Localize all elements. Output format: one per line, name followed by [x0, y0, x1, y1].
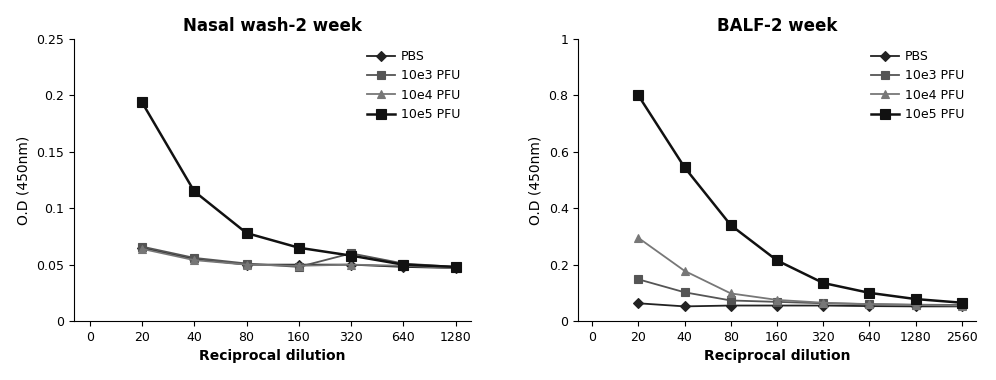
X-axis label: Reciprocal dilution: Reciprocal dilution: [199, 349, 346, 363]
10e5 PFU: [956, 301, 968, 305]
Legend: PBS, 10e3 PFU, 10e4 PFU, 10e5 PFU: PBS, 10e3 PFU, 10e4 PFU, 10e5 PFU: [362, 45, 465, 126]
10e3 PFU: [817, 301, 829, 306]
PBS: [725, 303, 737, 308]
PBS: [346, 262, 358, 267]
10e5 PFU: [678, 165, 690, 169]
10e4 PFU: [725, 291, 737, 296]
Line: 10e5 PFU: 10e5 PFU: [633, 90, 967, 307]
10e4 PFU: [188, 258, 200, 263]
10e4 PFU: [678, 269, 690, 273]
X-axis label: Reciprocal dilution: Reciprocal dilution: [704, 349, 851, 363]
10e5 PFU: [771, 258, 783, 263]
10e3 PFU: [241, 261, 253, 266]
PBS: [241, 262, 253, 267]
10e5 PFU: [450, 264, 462, 269]
10e4 PFU: [864, 302, 875, 306]
PBS: [956, 304, 968, 309]
10e3 PFU: [346, 251, 358, 256]
PBS: [864, 304, 875, 309]
10e3 PFU: [864, 302, 875, 306]
10e3 PFU: [725, 298, 737, 303]
10e4 PFU: [135, 247, 147, 251]
10e4 PFU: [241, 262, 253, 267]
10e3 PFU: [188, 256, 200, 260]
10e5 PFU: [346, 253, 358, 258]
10e4 PFU: [956, 303, 968, 308]
10e5 PFU: [817, 281, 829, 285]
10e4 PFU: [632, 236, 644, 240]
PBS: [135, 245, 147, 250]
10e4 PFU: [397, 263, 409, 268]
10e5 PFU: [241, 231, 253, 235]
10e3 PFU: [397, 261, 409, 266]
Line: 10e3 PFU: 10e3 PFU: [634, 275, 966, 309]
PBS: [632, 301, 644, 306]
10e3 PFU: [135, 244, 147, 249]
PBS: [771, 303, 783, 308]
10e4 PFU: [293, 263, 305, 268]
Line: 10e5 PFU: 10e5 PFU: [137, 97, 460, 272]
10e5 PFU: [135, 100, 147, 104]
10e4 PFU: [346, 262, 358, 267]
PBS: [678, 304, 690, 309]
Line: PBS: PBS: [634, 300, 965, 310]
10e5 PFU: [188, 189, 200, 193]
PBS: [450, 266, 462, 270]
10e5 PFU: [293, 245, 305, 250]
Legend: PBS, 10e3 PFU, 10e4 PFU, 10e5 PFU: PBS, 10e3 PFU, 10e4 PFU, 10e5 PFU: [867, 45, 969, 126]
Line: 10e4 PFU: 10e4 PFU: [137, 245, 460, 272]
10e5 PFU: [397, 262, 409, 267]
Title: BALF-2 week: BALF-2 week: [717, 17, 838, 35]
Title: Nasal wash-2 week: Nasal wash-2 week: [183, 17, 363, 35]
10e5 PFU: [864, 291, 875, 295]
10e5 PFU: [632, 93, 644, 98]
10e4 PFU: [817, 301, 829, 305]
10e3 PFU: [956, 303, 968, 307]
10e5 PFU: [725, 223, 737, 228]
Line: 10e4 PFU: 10e4 PFU: [634, 234, 966, 310]
10e3 PFU: [771, 299, 783, 304]
PBS: [909, 304, 921, 309]
PBS: [188, 257, 200, 261]
10e3 PFU: [909, 302, 921, 307]
Y-axis label: O.D (450nm): O.D (450nm): [529, 135, 543, 225]
10e3 PFU: [632, 277, 644, 282]
Line: PBS: PBS: [138, 244, 459, 271]
10e4 PFU: [771, 298, 783, 302]
10e3 PFU: [293, 264, 305, 269]
10e4 PFU: [909, 303, 921, 307]
10e4 PFU: [450, 266, 462, 270]
10e3 PFU: [678, 290, 690, 294]
PBS: [817, 303, 829, 308]
PBS: [293, 262, 305, 267]
Line: 10e3 PFU: 10e3 PFU: [137, 242, 460, 271]
10e3 PFU: [450, 264, 462, 269]
10e5 PFU: [909, 297, 921, 301]
Y-axis label: O.D (450nm): O.D (450nm): [17, 135, 31, 225]
PBS: [397, 264, 409, 269]
